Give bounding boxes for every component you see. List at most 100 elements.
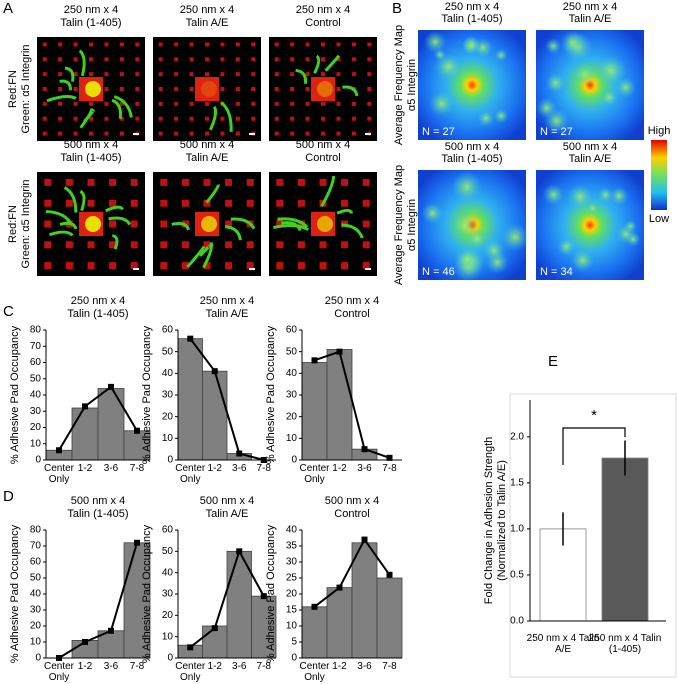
fn-pad — [160, 199, 168, 207]
integrin-strand — [59, 79, 72, 91]
integrin-strand — [320, 175, 336, 208]
x-tick-label-box: Center Only — [299, 661, 329, 683]
fn-pad — [274, 101, 279, 106]
y-tick-label: 10 — [286, 621, 298, 632]
fn-pad — [336, 101, 341, 106]
image-title: Talin (1-405) — [60, 152, 121, 164]
fn-pad — [89, 101, 93, 106]
image-title: 500 nm x 4 — [296, 139, 350, 151]
fn-pad — [235, 116, 240, 121]
y-tick-label: 20 — [286, 589, 298, 600]
y-tick-label: 30 — [30, 406, 42, 417]
integrin-strand — [111, 98, 123, 119]
integrin-strand — [64, 66, 75, 82]
heat-spot — [586, 202, 599, 215]
x-tick-label-box: 3-6 — [104, 661, 118, 672]
fn-pad — [246, 241, 254, 249]
x-tick-label-box: 7-8 — [382, 463, 396, 474]
y-tick-label: 50 — [286, 346, 298, 357]
row-label: Average Frequency Map — [393, 165, 405, 285]
x-tick-label: 1-2 — [332, 661, 347, 672]
fn-pad — [119, 42, 124, 47]
x-tick-label: 7-8 — [129, 463, 145, 474]
integrin-strand — [113, 95, 133, 118]
bar — [177, 338, 203, 461]
fn-pad — [319, 262, 327, 270]
integrin-strand — [295, 68, 308, 84]
fn-pad — [73, 101, 78, 106]
x-tick-label-box: 3-6 — [232, 463, 246, 474]
fn-pad — [220, 116, 225, 121]
chart-title: Talin A/E — [206, 308, 249, 320]
heat-spot — [597, 187, 614, 204]
integrin-strand — [171, 222, 190, 231]
y-axis-label: Fold Change in Adhesion Strength — [483, 437, 495, 605]
heat-spot — [573, 62, 597, 86]
integrin-strand — [79, 189, 86, 212]
fn-pad — [235, 101, 240, 106]
x-tick-label-box: Center Only — [175, 463, 205, 485]
y-tick-label: 50 — [162, 346, 174, 357]
heat-spot — [567, 183, 593, 210]
y-tick-label: 10 — [30, 438, 42, 449]
integrin-strand — [220, 101, 233, 132]
chart-title: 250 nm x 4 — [325, 295, 379, 307]
y-tick-label: 70 — [30, 341, 42, 352]
y-tick-label: 25 — [286, 573, 298, 584]
significance-marker: * — [591, 407, 597, 424]
integrin-strand — [108, 216, 132, 226]
fn-pad — [160, 262, 168, 270]
fn-pad — [158, 131, 163, 136]
fn-pad — [119, 101, 124, 106]
x-tick-label-box: Center Only — [175, 661, 206, 683]
y-tick-label: 40 — [30, 589, 42, 600]
image-title: Control — [305, 152, 340, 164]
fn-pad — [104, 57, 109, 62]
fn-pad — [220, 42, 225, 47]
fn-pad — [367, 42, 372, 47]
heat-spot — [477, 109, 495, 127]
fn-pad — [58, 72, 63, 77]
fn-pad — [336, 57, 341, 62]
fn-pad — [274, 57, 279, 62]
scale-bar — [133, 268, 139, 270]
fn-pad — [42, 116, 47, 121]
y-tick-label: 10 — [162, 433, 174, 444]
image-title: 500 nm x 4 — [445, 141, 499, 153]
chart-title: Talin (1-405) — [67, 508, 128, 520]
fn-pad — [109, 199, 117, 207]
x-tick-label-box: Center Only — [43, 463, 74, 485]
x-tick-label: 3-6 — [232, 661, 247, 672]
x-tick-label: Center Only — [299, 463, 330, 485]
x-tick-label-box: 7-8 — [130, 661, 144, 672]
integrin-strand — [83, 109, 95, 123]
y-tick-label: 0 — [291, 653, 297, 664]
fn-pad — [73, 72, 78, 77]
fn-pad — [189, 72, 194, 77]
heat-spot — [494, 48, 508, 62]
fn-pad — [89, 57, 93, 62]
integrin-strand — [209, 105, 218, 131]
heat-spot — [434, 48, 447, 61]
fn-pad — [276, 178, 284, 186]
x-tick-label: Center Only — [43, 463, 74, 485]
x-tick-label: 1-2 — [207, 463, 222, 474]
heat-spot — [421, 202, 444, 224]
y-tick-label: 70 — [30, 541, 42, 552]
fn-pad — [305, 116, 310, 121]
fn-pad — [351, 116, 356, 121]
fn-pad — [160, 241, 168, 249]
fn-pad — [251, 116, 256, 121]
fn-pad — [174, 87, 179, 91]
fn-pad — [235, 72, 240, 77]
integrin-strand — [78, 49, 86, 77]
line-marker — [82, 639, 88, 645]
x-tick-label: Center Only — [175, 661, 206, 683]
fn-pad — [73, 42, 78, 47]
y-tick-label: 60 — [162, 525, 174, 536]
heat-spot — [595, 55, 627, 86]
x-tick-label-box: 7-8 — [129, 463, 145, 474]
chart-title: 250 nm x 4 — [200, 295, 254, 307]
fn-pad — [235, 42, 240, 47]
line-marker — [361, 446, 368, 453]
